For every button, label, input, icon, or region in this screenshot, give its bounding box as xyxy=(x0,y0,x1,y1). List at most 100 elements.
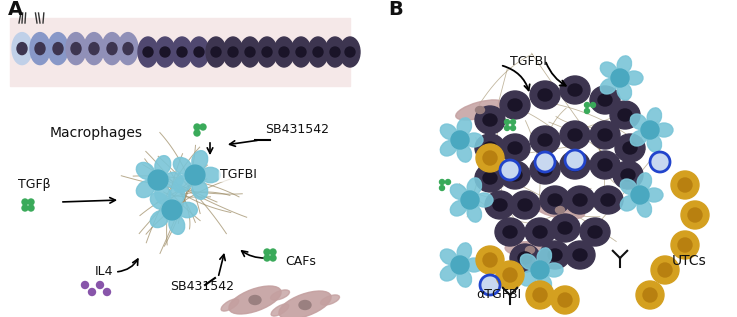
Ellipse shape xyxy=(457,243,472,261)
Ellipse shape xyxy=(520,270,537,286)
Circle shape xyxy=(97,281,103,288)
FancyBboxPatch shape xyxy=(10,18,350,86)
Ellipse shape xyxy=(525,218,555,246)
Ellipse shape xyxy=(102,33,122,65)
Ellipse shape xyxy=(598,129,612,141)
Ellipse shape xyxy=(12,33,32,65)
Ellipse shape xyxy=(150,192,169,210)
Ellipse shape xyxy=(483,142,497,154)
Ellipse shape xyxy=(530,156,560,184)
Ellipse shape xyxy=(500,161,530,189)
Circle shape xyxy=(88,288,96,295)
Ellipse shape xyxy=(340,37,360,67)
Ellipse shape xyxy=(538,89,552,101)
Ellipse shape xyxy=(35,42,45,55)
Ellipse shape xyxy=(200,167,220,183)
Ellipse shape xyxy=(655,123,673,137)
Ellipse shape xyxy=(637,173,652,191)
Ellipse shape xyxy=(450,200,467,216)
Ellipse shape xyxy=(560,151,590,179)
Circle shape xyxy=(22,205,28,211)
Ellipse shape xyxy=(465,258,483,272)
Ellipse shape xyxy=(535,201,584,219)
Ellipse shape xyxy=(211,47,221,57)
Ellipse shape xyxy=(257,37,277,67)
Circle shape xyxy=(688,208,702,222)
Circle shape xyxy=(671,231,699,259)
Ellipse shape xyxy=(189,37,209,67)
Ellipse shape xyxy=(610,101,640,129)
Circle shape xyxy=(671,171,699,199)
Ellipse shape xyxy=(545,263,563,277)
Ellipse shape xyxy=(455,100,504,120)
Circle shape xyxy=(461,191,479,209)
Ellipse shape xyxy=(245,47,255,57)
Ellipse shape xyxy=(465,133,483,147)
Ellipse shape xyxy=(483,114,497,126)
Ellipse shape xyxy=(164,172,184,188)
Ellipse shape xyxy=(221,299,239,311)
Ellipse shape xyxy=(279,47,289,57)
Ellipse shape xyxy=(508,142,522,154)
Circle shape xyxy=(651,153,669,171)
Circle shape xyxy=(611,69,629,87)
Circle shape xyxy=(501,161,519,179)
Ellipse shape xyxy=(228,47,238,57)
Ellipse shape xyxy=(573,194,587,206)
Ellipse shape xyxy=(262,47,272,57)
Ellipse shape xyxy=(538,164,552,176)
Ellipse shape xyxy=(194,47,204,57)
Ellipse shape xyxy=(601,79,617,94)
Circle shape xyxy=(526,281,554,309)
Ellipse shape xyxy=(206,37,226,67)
Circle shape xyxy=(533,288,547,302)
Ellipse shape xyxy=(475,193,493,207)
Circle shape xyxy=(651,256,679,284)
Ellipse shape xyxy=(550,214,580,242)
Ellipse shape xyxy=(223,37,243,67)
Circle shape xyxy=(511,126,515,131)
Circle shape xyxy=(584,108,590,113)
Ellipse shape xyxy=(123,42,133,55)
Circle shape xyxy=(270,255,276,261)
Ellipse shape xyxy=(590,151,620,179)
Ellipse shape xyxy=(618,109,632,121)
Ellipse shape xyxy=(558,222,572,234)
Ellipse shape xyxy=(107,42,117,55)
Ellipse shape xyxy=(53,42,63,55)
Text: TGFBI: TGFBI xyxy=(510,55,547,68)
Ellipse shape xyxy=(500,91,530,119)
Circle shape xyxy=(439,179,444,184)
Ellipse shape xyxy=(467,204,481,222)
Circle shape xyxy=(566,151,584,169)
Ellipse shape xyxy=(537,275,551,292)
Ellipse shape xyxy=(160,47,170,57)
Circle shape xyxy=(194,124,200,130)
Ellipse shape xyxy=(138,37,158,67)
Text: SB431542: SB431542 xyxy=(265,123,329,136)
Ellipse shape xyxy=(530,126,560,154)
Circle shape xyxy=(451,131,469,149)
Ellipse shape xyxy=(330,47,340,57)
Text: TGFBI: TGFBI xyxy=(220,168,257,181)
Ellipse shape xyxy=(440,124,457,139)
Ellipse shape xyxy=(647,108,662,126)
Ellipse shape xyxy=(510,191,540,219)
Ellipse shape xyxy=(66,33,86,65)
Circle shape xyxy=(678,178,692,192)
Ellipse shape xyxy=(155,37,175,67)
Circle shape xyxy=(476,246,504,274)
Ellipse shape xyxy=(440,140,457,156)
Circle shape xyxy=(28,205,34,211)
Ellipse shape xyxy=(313,47,323,57)
Ellipse shape xyxy=(192,151,208,170)
Ellipse shape xyxy=(540,241,570,269)
Ellipse shape xyxy=(540,186,570,214)
Text: B: B xyxy=(388,0,402,19)
Ellipse shape xyxy=(565,241,595,269)
Ellipse shape xyxy=(520,254,537,269)
Circle shape xyxy=(505,120,509,125)
Ellipse shape xyxy=(485,191,515,219)
Ellipse shape xyxy=(598,159,612,171)
Ellipse shape xyxy=(440,249,457,264)
